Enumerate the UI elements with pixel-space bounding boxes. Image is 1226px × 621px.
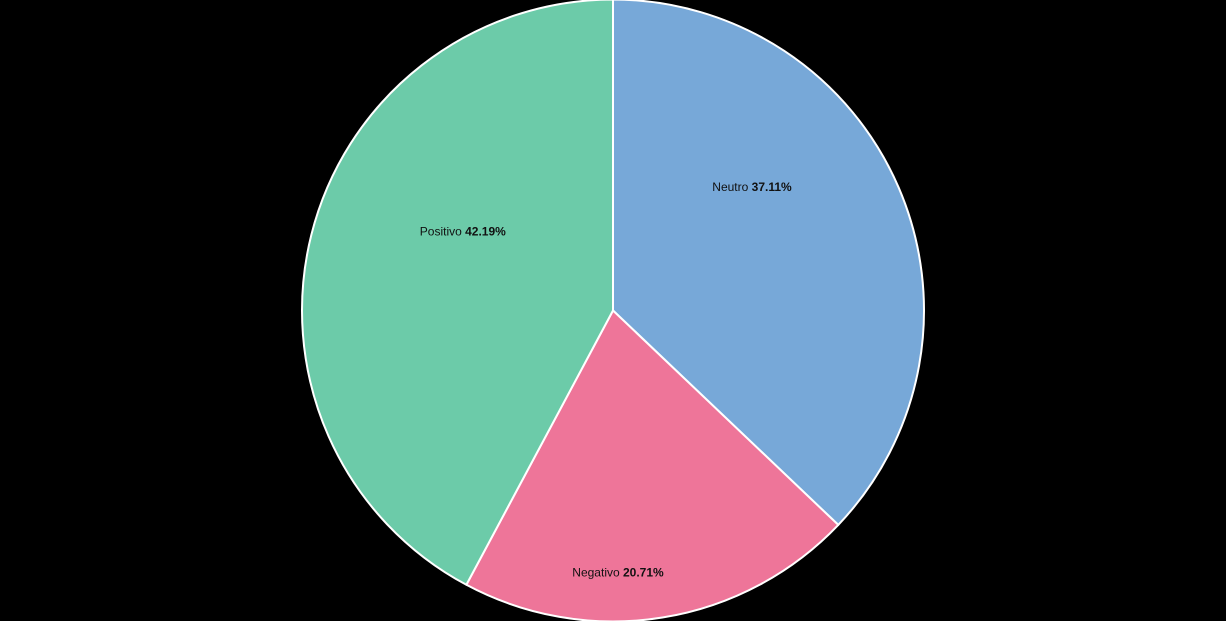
pie-slice-positivo[interactable] <box>301 0 614 586</box>
pie-slice-neutro[interactable] <box>612 0 925 526</box>
pie-slice-negativo[interactable] <box>465 309 840 621</box>
